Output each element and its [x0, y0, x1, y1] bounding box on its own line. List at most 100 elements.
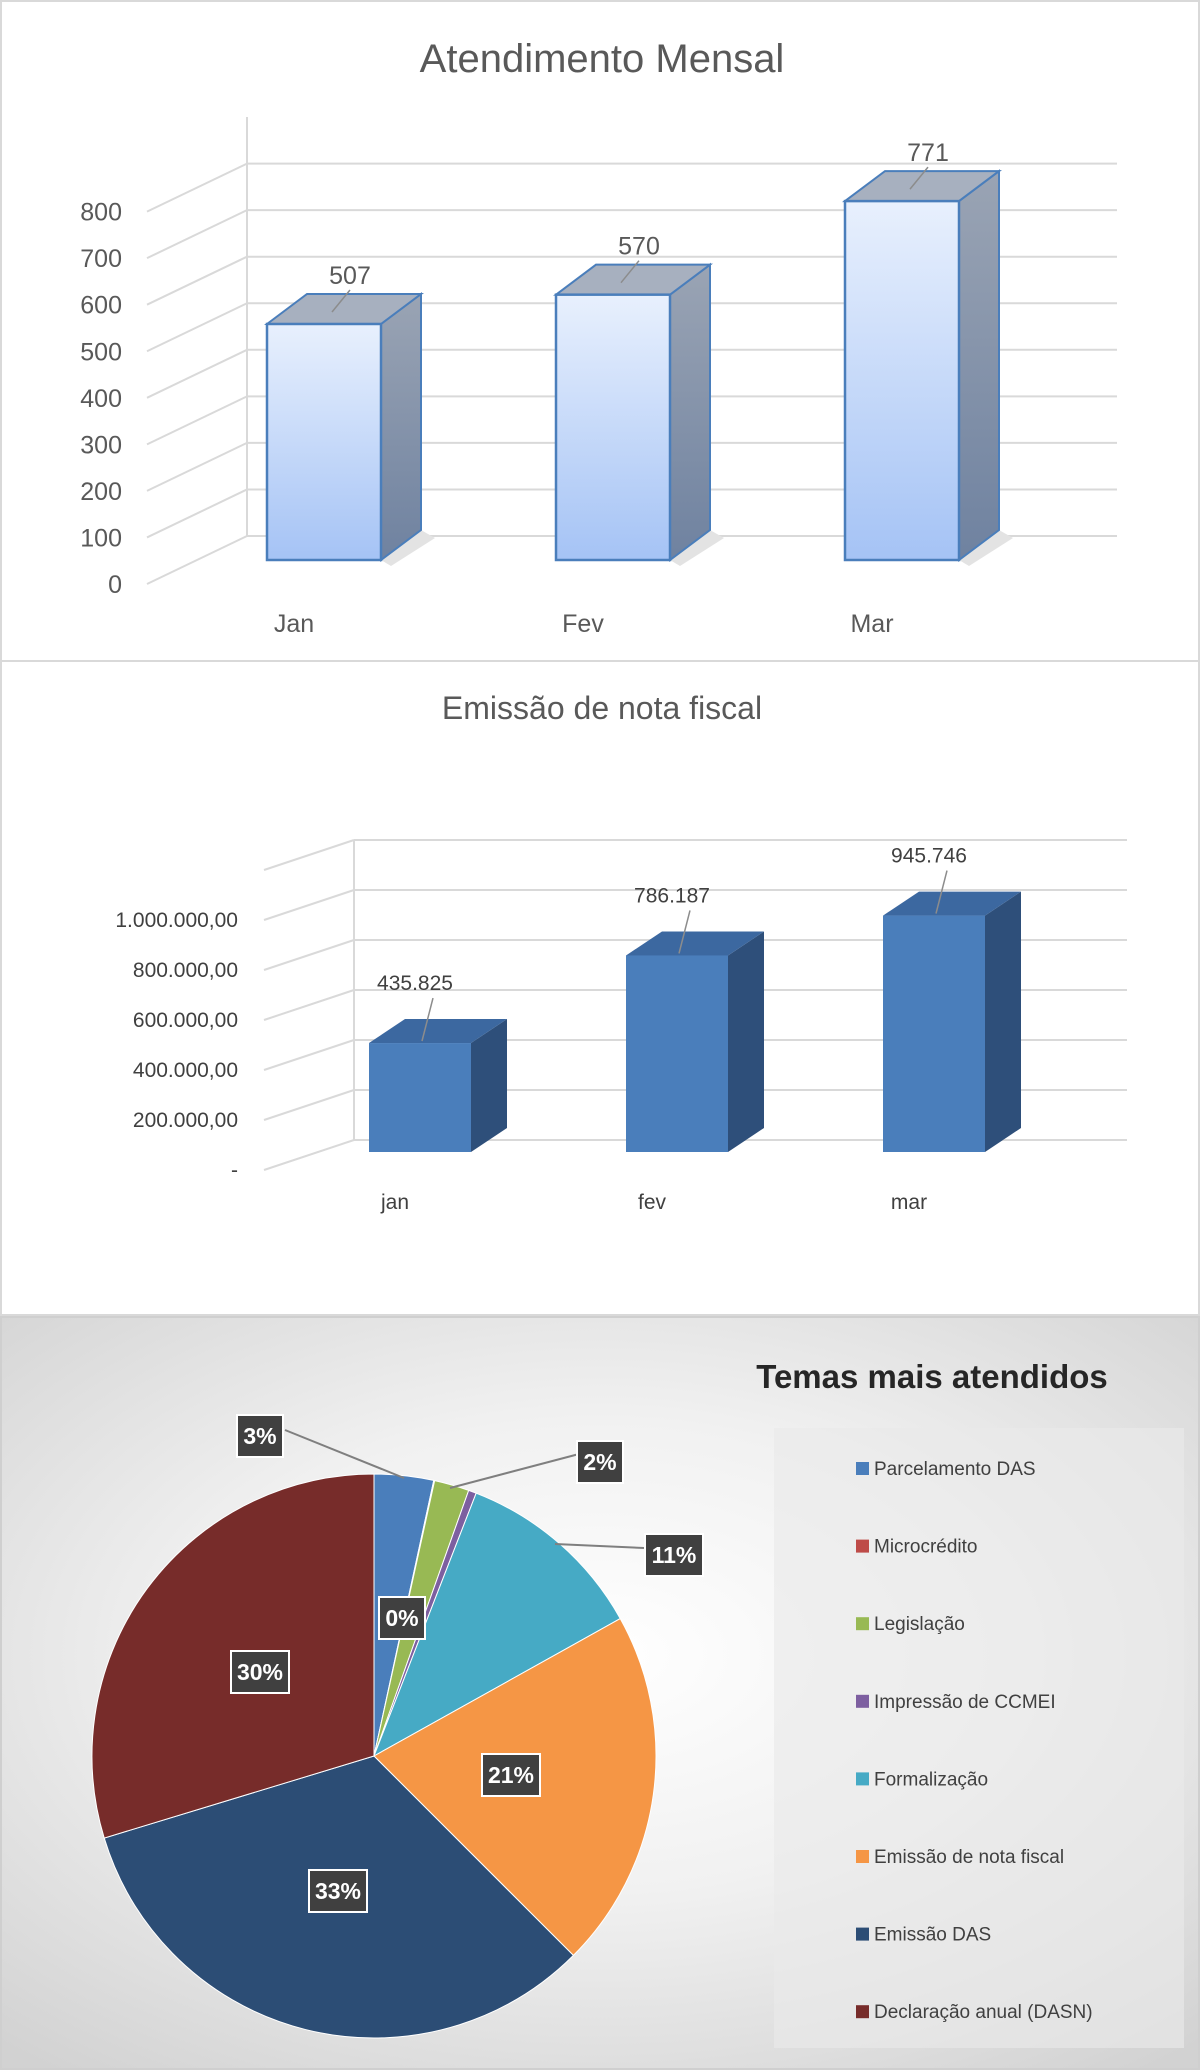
bar-shadow [670, 530, 724, 566]
data-label: 507 [329, 262, 371, 290]
data-label-leader [678, 910, 691, 954]
legend-swatch [856, 1927, 869, 1941]
x-tick-label: Jan [274, 610, 314, 638]
y-tick-label: 800.000,00 [133, 959, 238, 982]
gridline [146, 348, 248, 399]
x-tick-label: fev [638, 1191, 667, 1214]
gridline [263, 889, 355, 921]
legend-label: Impressão de CCMEI [874, 1692, 1056, 1713]
y-tick-label: 500 [80, 338, 122, 366]
legend-swatch [856, 1462, 869, 1475]
bar-side [380, 291, 422, 562]
gridline [146, 162, 248, 213]
gridline [146, 209, 248, 260]
chart-title: Emissão de nota fiscal [442, 690, 762, 726]
temas-mais-atendidos-chart: Temas mais atendidos 3% 2% 0% 11% 21% 33% 30% Pa… [91, 1358, 1184, 2048]
bar-shadow [959, 530, 1013, 566]
bar [554, 293, 672, 562]
data-label: 30% [237, 1659, 283, 1685]
y-tick-label: 100 [80, 524, 122, 552]
bar-shadow [381, 530, 435, 566]
gridline [263, 1139, 355, 1171]
gridline [263, 1089, 355, 1121]
gridline [263, 989, 355, 1021]
bar-side [471, 1019, 507, 1152]
y-tick-label: 800 [80, 199, 122, 227]
x-tick-label: jan [380, 1191, 409, 1214]
legend-label: Legislação [874, 1614, 965, 1635]
bar-top [883, 891, 1021, 916]
chart-title: Temas mais atendidos [756, 1358, 1108, 1395]
bar [369, 1043, 471, 1152]
legend-swatch [856, 1772, 869, 1786]
y-tick-label: 400.000,00 [133, 1059, 238, 1082]
legend-label: Microcrédito [874, 1537, 977, 1558]
bar [883, 915, 985, 1152]
data-label: 33% [315, 1878, 361, 1904]
data-label-box [378, 1596, 426, 1640]
bar-top [626, 931, 764, 956]
bar [843, 199, 961, 562]
gridline [146, 255, 248, 306]
data-label-leader [284, 1429, 405, 1479]
data-label-leader [620, 260, 640, 284]
emissao-nota-fiscal-chart-panel: Emissão de nota fiscal - 200.000,00 400.000… [0, 662, 1200, 1316]
data-label: 11% [652, 1542, 697, 1568]
data-label: 771 [907, 139, 949, 167]
gridline [146, 488, 248, 539]
legend-label: Parcelamento DAS [874, 1459, 1036, 1480]
bar [626, 955, 728, 1152]
data-label-box [576, 1440, 624, 1484]
gridline [146, 302, 248, 353]
legend-label: Declaração anual (DASN) [874, 2002, 1093, 2023]
legend-swatch [856, 2005, 869, 2019]
bar-side [958, 169, 1000, 562]
bar-side [728, 931, 764, 1152]
data-label: 435.825 [377, 972, 453, 995]
data-label: 3% [243, 1423, 276, 1449]
data-label: 0% [385, 1605, 418, 1631]
y-tick-label: 600 [80, 292, 122, 320]
legend-label: Formalização [874, 1769, 988, 1790]
x-tick-label: mar [891, 1191, 927, 1214]
data-label-leader [909, 166, 929, 190]
legend-swatch [856, 1617, 869, 1631]
data-label-box [308, 1869, 368, 1913]
y-tick-label: 0 [108, 571, 122, 599]
gridline [146, 441, 248, 492]
data-label: 21% [488, 1762, 534, 1788]
y-tick-label: - [231, 1159, 238, 1182]
atendimento-mensal-chart-panel: Atendimento Mensal 0 100 200 300 400 500 600 700… [0, 0, 1200, 662]
data-label-box [481, 1753, 541, 1797]
data-label-leader [935, 870, 948, 914]
bar-top [369, 1019, 507, 1044]
bar [265, 322, 383, 562]
data-label: 570 [618, 233, 660, 261]
x-tick-label: Mar [850, 610, 893, 638]
gridline [263, 839, 355, 871]
legend-label: Emissão DAS [874, 1925, 991, 1946]
y-tick-label: 400 [80, 385, 122, 413]
atendimento-mensal-chart: Atendimento Mensal 0 100 200 300 400 500 600 700… [80, 37, 1117, 638]
gridline [146, 395, 248, 446]
bar-side [669, 262, 711, 562]
gridline [146, 535, 248, 585]
data-label: 2% [583, 1449, 616, 1475]
data-label-box [644, 1533, 704, 1577]
y-tick-label: 1.000.000,00 [115, 909, 238, 932]
y-tick-label: 700 [80, 245, 122, 273]
legend-box [774, 1428, 1184, 2048]
y-tick-label: 200 [80, 478, 122, 506]
y-tick-label: 200.000,00 [133, 1109, 238, 1132]
temas-mais-atendidos-chart-panel: Temas mais atendidos 3% 2% 0% 11% 21% 33% 30% Pa… [0, 1316, 1200, 2070]
data-label-leader [331, 289, 351, 313]
bar-side [985, 891, 1021, 1152]
gridline [263, 939, 355, 971]
data-label-box [230, 1650, 290, 1694]
chart-title: Atendimento Mensal [420, 37, 785, 81]
data-label-box [236, 1414, 284, 1458]
data-label: 945.746 [891, 845, 967, 868]
x-tick-label: Fev [562, 610, 604, 638]
data-label-leader [449, 1453, 580, 1489]
legend-swatch [856, 1850, 869, 1863]
